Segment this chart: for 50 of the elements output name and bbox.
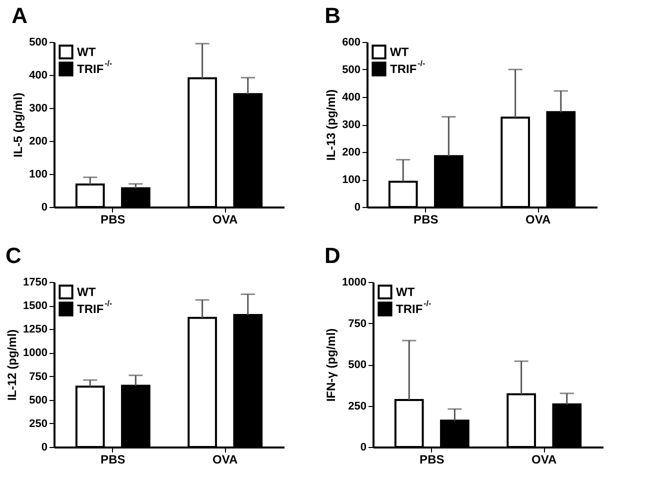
- legend-label: TRIF-/-: [77, 59, 112, 76]
- y-tick-label: 500: [29, 394, 48, 406]
- legend-label: WT: [390, 45, 410, 59]
- chart-title: B: [324, 3, 341, 28]
- y-tick-label: 400: [29, 70, 48, 82]
- legend-label: WT: [77, 285, 96, 299]
- y-axis-title: IL-5 (pg/ml): [11, 92, 26, 158]
- y-tick-label: 0: [41, 442, 48, 454]
- x-tick-label: OVA: [526, 212, 551, 226]
- x-tick-label: PBS: [414, 212, 438, 226]
- legend-label: WT: [77, 45, 96, 59]
- y-tick-label: 0: [41, 202, 48, 214]
- y-tick-label: 600: [342, 36, 360, 48]
- chart-title: D: [324, 243, 340, 268]
- y-tick-label: 200: [342, 146, 360, 158]
- y-tick-label: 1250: [23, 324, 48, 336]
- x-tick-label: PBS: [100, 212, 126, 226]
- y-tick-label: 250: [348, 400, 366, 412]
- y-tick-label: 500: [348, 359, 366, 371]
- x-tick-label: OVA: [212, 212, 238, 226]
- y-tick-label: 1000: [342, 276, 366, 288]
- y-tick-label: 0: [360, 442, 366, 454]
- x-tick-label: OVA: [532, 452, 557, 466]
- y-tick-label: 500: [29, 36, 48, 48]
- legend-label: WT: [396, 285, 416, 299]
- x-tick-label: OVA: [212, 452, 238, 466]
- y-tick-label: 100: [342, 174, 360, 186]
- x-tick-label: PBS: [420, 452, 444, 466]
- y-tick-label: 0: [354, 202, 360, 214]
- y-tick-label: 500: [342, 64, 360, 76]
- y-tick-label: 250: [29, 418, 48, 430]
- y-tick-label: 300: [342, 119, 360, 131]
- y-tick-label: 750: [348, 318, 366, 330]
- y-tick-label: 1500: [23, 300, 48, 312]
- legend-label: TRIF-/-: [390, 59, 426, 76]
- chart-title: C: [6, 243, 22, 268]
- y-tick-label: 200: [29, 136, 48, 148]
- legend-label: TRIF-/-: [77, 299, 112, 316]
- y-axis-title: IL-12 (pg/ml): [5, 329, 20, 401]
- y-tick-label: 300: [29, 102, 48, 114]
- y-tick-label: 400: [342, 92, 360, 104]
- y-tick-label: 750: [29, 370, 48, 383]
- x-tick-label: PBS: [100, 452, 126, 466]
- chart-title: A: [12, 3, 28, 28]
- legend-label: TRIF-/-: [396, 299, 432, 316]
- y-axis-title: IFN-γ (pg/ml): [324, 328, 338, 402]
- y-tick-label: 1000: [23, 347, 48, 360]
- y-tick-label: 100: [29, 168, 48, 180]
- y-axis-title: IL-13 (pg/ml): [324, 89, 338, 161]
- y-tick-label: 1750: [23, 276, 48, 288]
